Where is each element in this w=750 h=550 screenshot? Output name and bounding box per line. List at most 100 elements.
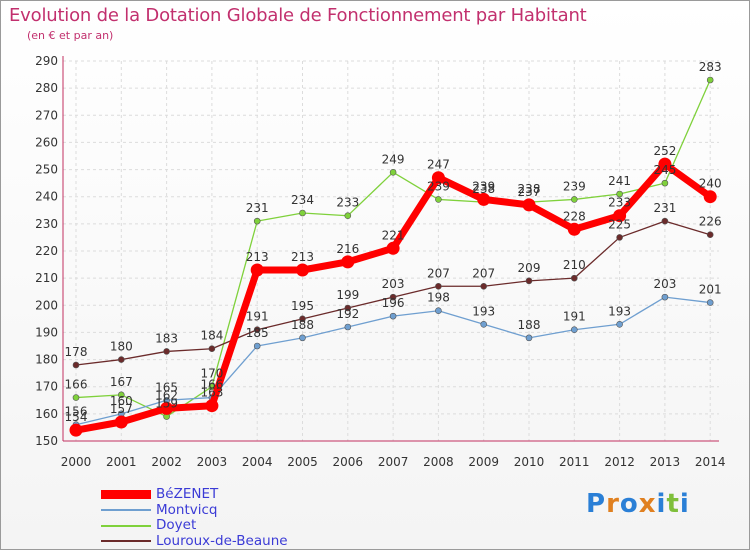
- series-2-point-11: [570, 196, 578, 203]
- series-0-point-4: [250, 263, 264, 277]
- series-3-label-4: 191: [246, 310, 269, 324]
- legend-item-3: Louroux-de-Beaune: [101, 533, 361, 550]
- legend-swatch-3: [101, 534, 151, 549]
- series-0-point-0: [69, 423, 83, 437]
- series-1-label-11: 191: [563, 310, 586, 324]
- series-2-point-12: [616, 190, 623, 198]
- legend-line-1: [101, 509, 151, 511]
- series-1-label-5: 188: [291, 318, 314, 332]
- series-0-point-8: [431, 171, 445, 185]
- y-tick-label-6: 210: [35, 271, 58, 285]
- legend-line-0: [101, 490, 151, 499]
- series-3-label-3: 184: [200, 329, 223, 343]
- series-3-label-8: 207: [427, 266, 450, 280]
- series-1-label-9: 193: [472, 304, 495, 318]
- series-0-label-14: 240: [699, 177, 722, 191]
- series-3-label-10: 209: [518, 261, 541, 275]
- series-1-point-14: [706, 299, 714, 306]
- series-3-point-1: [118, 356, 125, 363]
- series-0-point-13: [658, 157, 672, 171]
- series-3-point-8: [435, 282, 442, 290]
- legend-swatch-0: [101, 487, 151, 502]
- series-0-point-11: [567, 222, 581, 236]
- series-2-label-3: 170: [200, 367, 223, 381]
- legend-label-0: BéZENET: [156, 486, 219, 502]
- series-0-point-14: [703, 190, 717, 204]
- series-2-label-4: 231: [246, 201, 269, 215]
- series-3-point-13: [661, 217, 669, 225]
- legend-swatch-1: [101, 503, 151, 518]
- series-0-label-13: 252: [653, 144, 676, 158]
- series-2-label-9: 238: [472, 182, 495, 196]
- series-3-point-12: [616, 234, 623, 241]
- x-tick-label-14: 2014: [695, 455, 726, 469]
- series-3-point-14: [706, 231, 714, 239]
- series-1-label-14: 201: [699, 283, 722, 297]
- legend-line-2: [101, 524, 151, 527]
- series-0-label-7: 221: [382, 228, 405, 242]
- series-1-label-7: 196: [382, 296, 405, 310]
- x-tick-label-11: 2011: [559, 455, 590, 469]
- chart-subtitle: (en € et par an): [27, 29, 114, 42]
- y-tick-label-12: 270: [35, 108, 58, 122]
- series-3-label-2: 183: [155, 331, 178, 345]
- series-2-label-12: 241: [608, 174, 631, 188]
- series-3-label-7: 203: [382, 277, 405, 291]
- series-0-label-1: 157: [110, 402, 133, 416]
- series-0-label-6: 216: [336, 242, 359, 256]
- series-1-point-7: [389, 312, 397, 320]
- series-1-label-2: 165: [155, 380, 178, 394]
- series-2-point-14: [706, 76, 714, 84]
- series-2-label-5: 234: [291, 193, 314, 207]
- series-1-label-13: 203: [653, 277, 676, 291]
- x-tick-label-1: 2001: [106, 455, 137, 469]
- y-tick-label-10: 250: [35, 163, 58, 177]
- logo-letter-2: o: [619, 489, 639, 519]
- series-0-label-9: 239: [472, 179, 495, 193]
- y-tick-label-1: 160: [35, 407, 58, 421]
- series-0-point-6: [341, 255, 355, 269]
- series-3-point-2: [163, 348, 170, 355]
- series-2-point-13: [661, 179, 669, 187]
- series-0-point-5: [296, 263, 309, 277]
- series-0-point-10: [522, 198, 536, 212]
- x-tick-label-0: 2000: [61, 455, 92, 469]
- x-tick-label-8: 2008: [423, 455, 454, 469]
- series-1-point-11: [570, 326, 578, 334]
- series-0-label-4: 213: [246, 250, 269, 264]
- series-1-label-12: 193: [608, 304, 631, 318]
- series-1-label-6: 192: [336, 307, 359, 321]
- series-2-label-10: 238: [518, 182, 541, 196]
- series-1-point-6: [344, 323, 352, 331]
- series-2-label-8: 239: [427, 179, 450, 193]
- series-3-point-0: [72, 361, 80, 369]
- y-tick-label-14: 290: [35, 54, 58, 68]
- series-0-point-9: [477, 192, 491, 206]
- legend-item-0: BéZENET: [101, 487, 361, 503]
- series-2-label-13: 245: [653, 163, 676, 177]
- series-0-label-3: 163: [200, 386, 223, 400]
- x-tick-label-6: 2006: [333, 455, 364, 469]
- x-tick-label-13: 2013: [650, 455, 681, 469]
- legend-item-2: Doyet: [101, 518, 361, 534]
- series-2-point-5: [299, 209, 306, 217]
- series-2-point-1: [118, 391, 125, 399]
- y-tick-label-3: 180: [35, 353, 58, 367]
- x-tick-label-2: 2002: [151, 455, 182, 469]
- y-tick-label-5: 200: [35, 298, 58, 312]
- series-0-label-0: 154: [65, 410, 88, 424]
- series-0-label-11: 228: [563, 209, 586, 223]
- series-2-label-11: 239: [563, 179, 586, 193]
- series-3-point-4: [253, 326, 261, 334]
- series-2-label-6: 233: [336, 196, 359, 210]
- x-tick-label-9: 2009: [468, 455, 499, 469]
- series-3-point-7: [389, 293, 397, 301]
- series-1-label-1: 160: [110, 394, 133, 408]
- x-tick-label-5: 2005: [287, 455, 318, 469]
- series-0-point-12: [613, 209, 627, 223]
- series-1-point-13: [661, 293, 669, 301]
- logo-letter-5: t: [666, 489, 680, 519]
- legend-line-3: [101, 540, 151, 542]
- series-0-label-5: 213: [291, 250, 314, 264]
